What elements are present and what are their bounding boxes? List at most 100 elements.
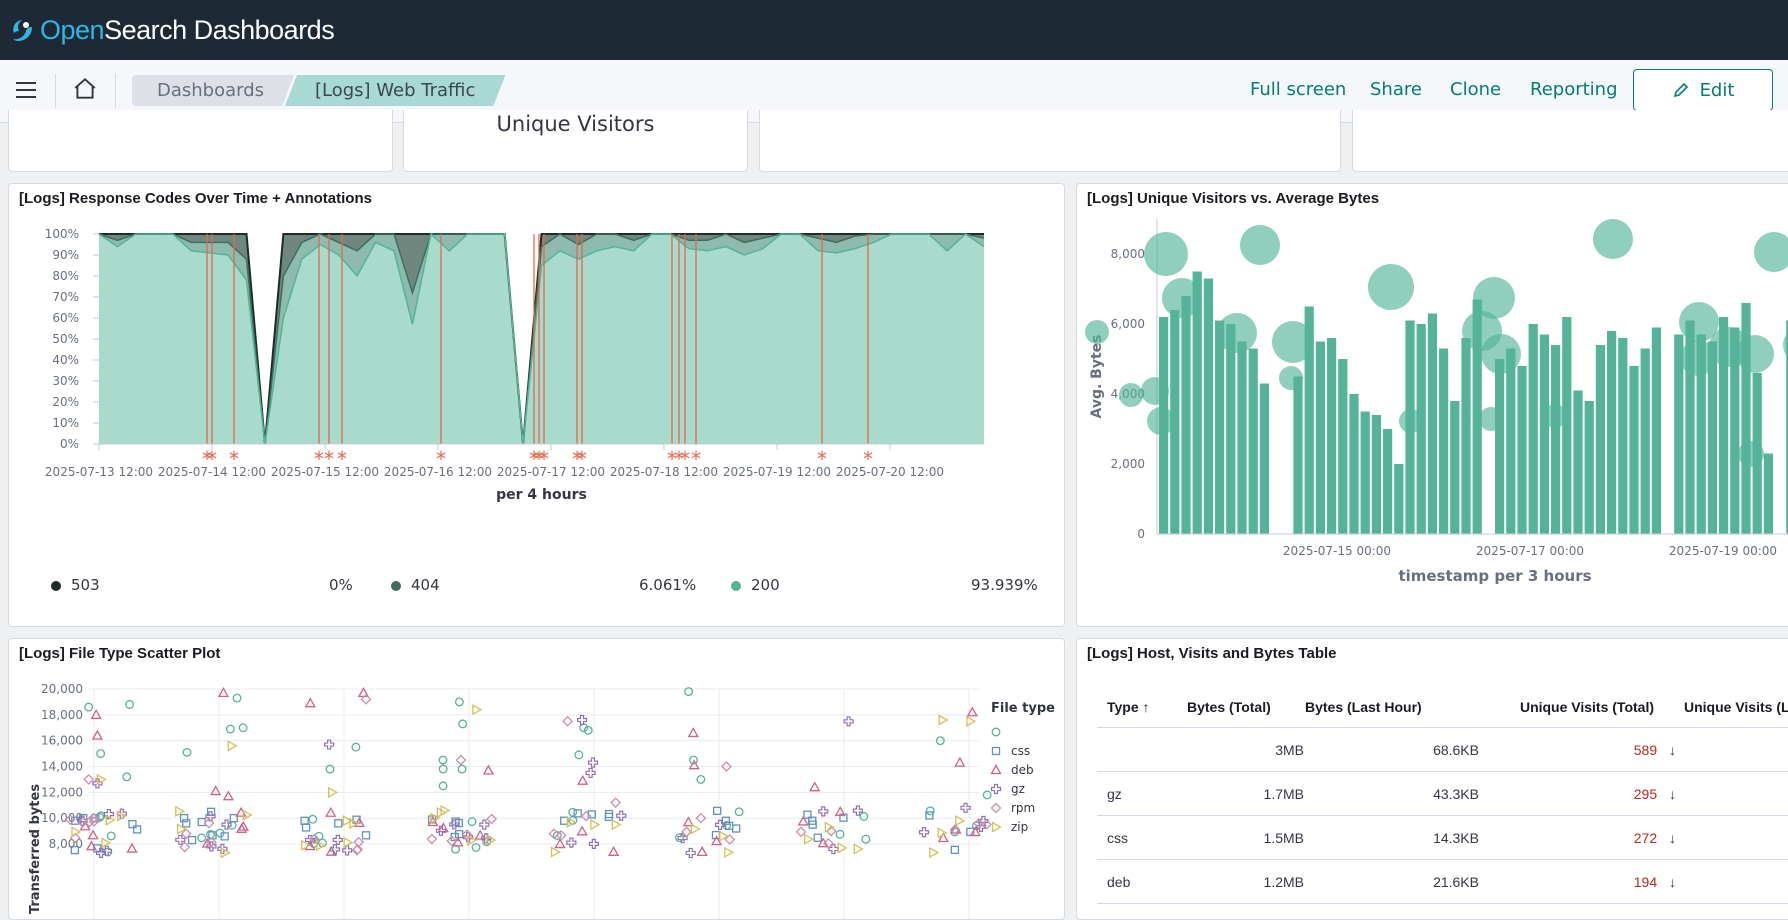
scatter-point — [949, 824, 961, 836]
reporting-link[interactable]: Reporting — [1530, 79, 1618, 100]
breadcrumb-current-dashboard[interactable]: [Logs] Web Traffic — [285, 75, 505, 106]
scatter-chart[interactable]: 8,000 10,000 12,000 14,000 16,000 18,000 20,00… — [9, 669, 1064, 919]
scatter-point — [438, 755, 448, 765]
column-header-type[interactable]: Type ↑ — [1097, 687, 1187, 728]
scatter-point — [238, 723, 248, 733]
legend-item-200[interactable]: 200 — [731, 576, 780, 594]
scatter-point — [175, 805, 186, 817]
full-screen-link[interactable]: Full screen — [1250, 79, 1347, 100]
bar — [1506, 348, 1516, 534]
clone-link[interactable]: Clone — [1450, 79, 1502, 100]
bar — [1203, 278, 1213, 534]
bar — [1539, 334, 1549, 534]
scatter-point — [950, 845, 959, 854]
scatter-point — [221, 819, 232, 830]
scatter-point — [352, 844, 364, 855]
bar — [1472, 299, 1482, 534]
scatter-point — [341, 845, 353, 856]
scatter-point — [217, 687, 230, 698]
x-axis-label: timestamp per 3 hours — [1398, 567, 1591, 585]
scatter-point — [301, 839, 312, 851]
scatter-point — [454, 697, 464, 707]
annotation-marker: * — [539, 447, 549, 471]
table-row: gz 1.7MB 43.3KB 295 ↓ — [1097, 771, 1788, 816]
scatter-point — [797, 815, 809, 826]
scatter-point — [471, 842, 481, 852]
arrow-down-icon[interactable]: ↓ — [1669, 785, 1676, 802]
column-header-bytes-last-hour[interactable]: Bytes (Last Hour) — [1305, 687, 1480, 728]
breadcrumb-dashboards[interactable]: Dashboards — [132, 75, 294, 106]
scatter-point — [713, 806, 722, 815]
visitor-bubble — [1481, 334, 1521, 374]
series-404-line — [98, 233, 985, 445]
scatter-point — [430, 812, 441, 824]
menu-icon[interactable] — [14, 78, 38, 102]
scatter-point — [990, 764, 1002, 775]
scatter-panel: [Logs] File Type Scatter Plot 8,000 10,00… — [8, 638, 1065, 920]
visitors-bytes-panel: [Logs] Unique Visitors vs. Average Bytes… — [1076, 183, 1788, 627]
y-tick-label: 0% — [60, 437, 79, 451]
scatter-point — [474, 829, 486, 840]
cell-type: deb — [1097, 859, 1187, 904]
legend-item-404[interactable]: 404 — [391, 576, 440, 594]
scatter-point — [197, 833, 207, 843]
visitor-bubble — [1679, 302, 1719, 342]
scatter-point — [70, 845, 79, 855]
scatter-point — [682, 816, 694, 827]
scatter-point — [929, 846, 940, 859]
scatter-point — [325, 764, 335, 774]
scatter-legend-label: zip — [1011, 820, 1028, 834]
scatter-point — [438, 781, 448, 791]
sort-ascending-icon: ↑ — [1142, 699, 1150, 715]
column-header-bytes-total[interactable]: Bytes (Total) — [1187, 687, 1305, 728]
scatter-point — [217, 843, 228, 854]
bar — [1259, 383, 1269, 534]
x-tick-label: 2025-07-19 00:00 — [1669, 544, 1777, 558]
metric-panel — [8, 110, 393, 172]
bar — [1304, 306, 1314, 534]
visitor-bubble — [1279, 366, 1303, 390]
bar — [1394, 464, 1404, 534]
response-codes-chart[interactable]: 0%10%20%30%40%50%60%70%80%90%100%** * * * * *… — [9, 219, 1064, 559]
scatter-point — [937, 827, 948, 839]
legend-item-503[interactable]: 503 — [51, 576, 100, 594]
legend-503-value: 0% — [329, 576, 353, 594]
visitor-bubble — [1399, 409, 1423, 433]
share-link[interactable]: Share — [1370, 79, 1422, 100]
arrow-down-icon[interactable]: ↓ — [1669, 873, 1676, 890]
table-row: deb 1.2MB 21.6KB 194 ↓ — [1097, 859, 1788, 904]
edit-button[interactable]: Edit — [1633, 69, 1773, 111]
annotation-marker: * — [674, 447, 684, 471]
scatter-point — [610, 797, 622, 809]
arrow-down-icon[interactable]: ↓ — [1669, 829, 1676, 846]
scatter-point — [132, 825, 142, 834]
scatter-point — [809, 781, 821, 792]
scatter-point — [92, 778, 103, 789]
scatter-point — [117, 810, 128, 822]
table-header-row: Type ↑ Bytes (Total) Bytes (Last Hour) U… — [1097, 687, 1788, 728]
scatter-point — [973, 818, 985, 829]
scatter-point — [566, 837, 577, 848]
scatter-point — [684, 687, 694, 697]
opensearch-logo[interactable]: OpenSearch Dashboards — [10, 10, 335, 50]
scatter-point — [966, 715, 977, 727]
scatter-point — [675, 833, 684, 843]
y-tick-label: 0 — [1137, 527, 1145, 541]
home-icon[interactable] — [72, 76, 98, 102]
column-header-visits-total[interactable]: Unique Visits (Total) — [1480, 687, 1684, 728]
visits-value: 589 — [1633, 741, 1658, 758]
cell-bytes-total: 1.5MB — [1187, 815, 1305, 860]
scatter-point — [122, 772, 132, 782]
scatter-point — [329, 844, 340, 855]
scatter-point — [687, 727, 699, 738]
y-tick-label: 50% — [52, 332, 79, 346]
scatter-point — [479, 819, 490, 830]
column-header-visits-last[interactable]: Unique Visits (Last — [1684, 687, 1788, 728]
arrow-down-icon[interactable]: ↓ — [1669, 741, 1676, 758]
scatter-point — [685, 847, 696, 859]
scatter-point — [681, 826, 692, 838]
y-tick-label: 6,000 — [1111, 317, 1145, 331]
scatter-point — [455, 754, 467, 766]
bar — [1685, 320, 1695, 534]
